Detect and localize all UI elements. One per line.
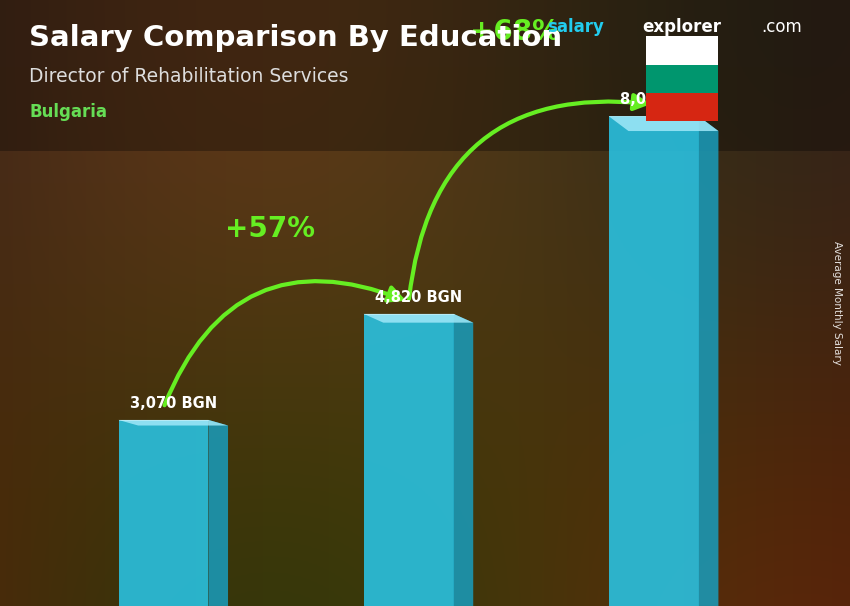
Bar [646, 93, 718, 121]
Bar [118, 420, 208, 606]
Text: 3,070 BGN: 3,070 BGN [130, 396, 217, 411]
Text: +68%: +68% [470, 18, 560, 45]
Bar [646, 36, 718, 65]
Text: Bulgaria: Bulgaria [30, 103, 107, 121]
Text: .com: .com [762, 18, 802, 36]
Polygon shape [609, 116, 718, 131]
Bar [609, 116, 699, 606]
Text: Director of Rehabilitation Services: Director of Rehabilitation Services [30, 67, 348, 85]
Bar [646, 65, 718, 93]
Text: salary: salary [547, 18, 604, 36]
Polygon shape [364, 314, 473, 322]
Bar [364, 314, 454, 606]
Text: 8,080 BGN: 8,080 BGN [620, 92, 707, 107]
Polygon shape [454, 314, 473, 606]
Text: Salary Comparison By Education: Salary Comparison By Education [30, 24, 563, 52]
Polygon shape [118, 420, 228, 425]
Text: explorer: explorer [643, 18, 722, 36]
Text: 4,820 BGN: 4,820 BGN [375, 290, 462, 305]
Polygon shape [699, 116, 718, 606]
Polygon shape [208, 420, 228, 606]
Text: Average Monthly Salary: Average Monthly Salary [832, 241, 842, 365]
Text: +57%: +57% [224, 215, 314, 243]
